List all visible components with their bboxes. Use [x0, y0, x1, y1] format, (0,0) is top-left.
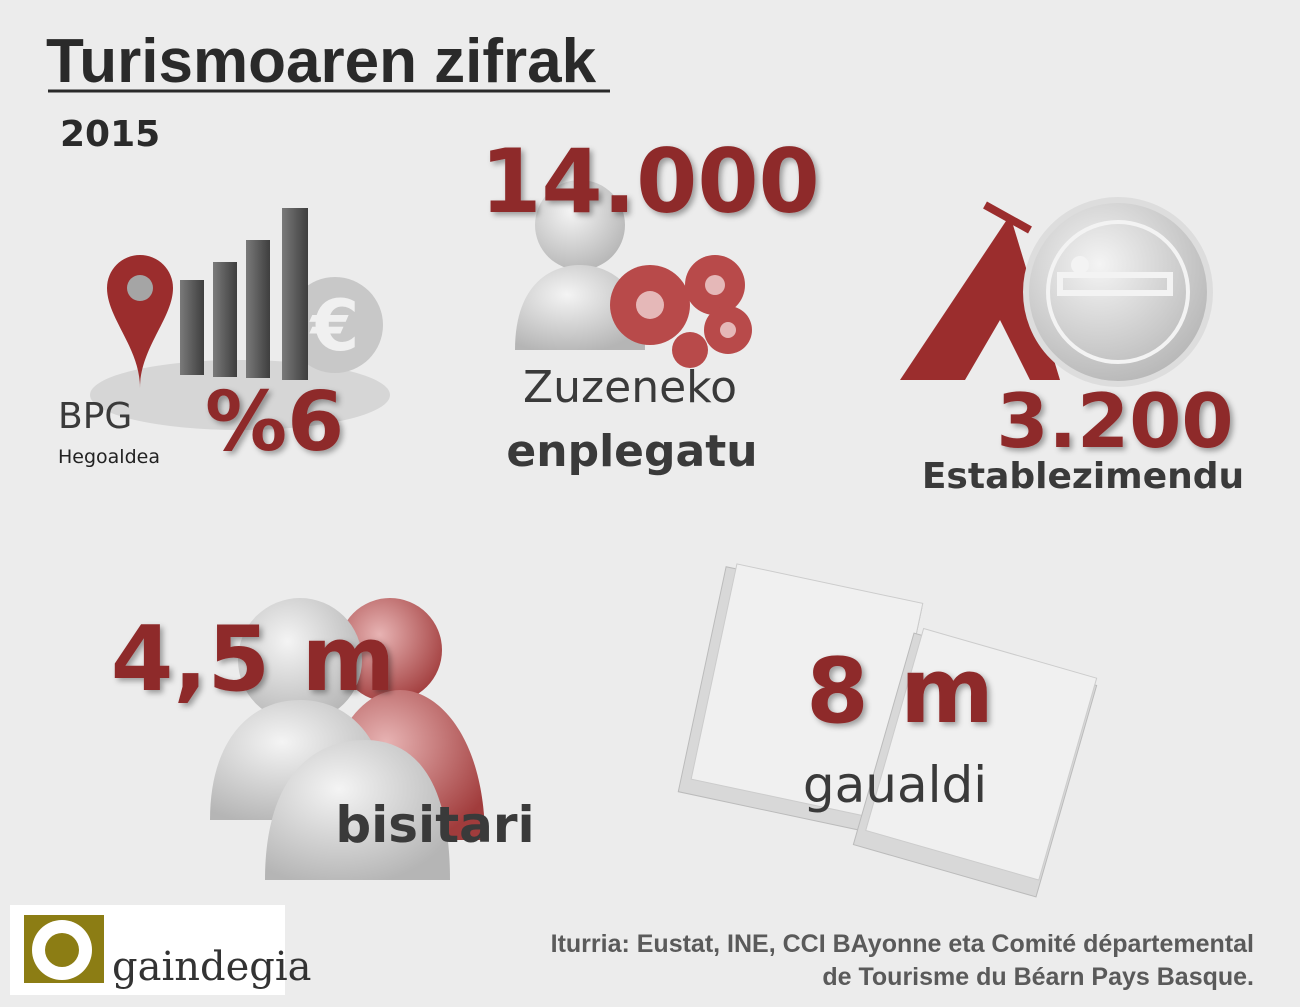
svg-text:€: €	[309, 285, 360, 367]
stat-label: Establezimendu	[922, 456, 1244, 497]
stat-value: 8 m	[806, 639, 994, 744]
stat-label: BPG	[58, 396, 132, 437]
worker-icon	[515, 180, 752, 368]
stat-sublabel: enplegatu	[506, 426, 757, 477]
lodging-icon	[900, 197, 1213, 387]
gdp-icon: €	[90, 208, 390, 430]
source-line: Iturria: Eustat, INE, CCI BAyonne eta Co…	[551, 930, 1254, 958]
year: 2015	[60, 114, 160, 155]
stat-value: 14.000	[480, 130, 820, 233]
source-line: de Tourisme du Béarn Pays Basque.	[822, 963, 1254, 991]
logo: gaindegia	[10, 905, 312, 995]
stat-value: 3.200	[996, 377, 1233, 465]
stat-sublabel: Hegoaldea	[58, 446, 160, 468]
stat-value: %6	[205, 375, 344, 470]
stat-label: bisitari	[335, 796, 534, 854]
title: Turismoaren zifrak	[46, 27, 597, 96]
visitors-icon	[210, 598, 485, 880]
logo-text: gaindegia	[112, 944, 312, 990]
stat-value: 4,5 m	[111, 607, 396, 712]
stat-label: Zuzeneko	[523, 362, 737, 413]
calendar-icon	[677, 563, 1098, 898]
stat-label: gaualdi	[803, 756, 987, 814]
